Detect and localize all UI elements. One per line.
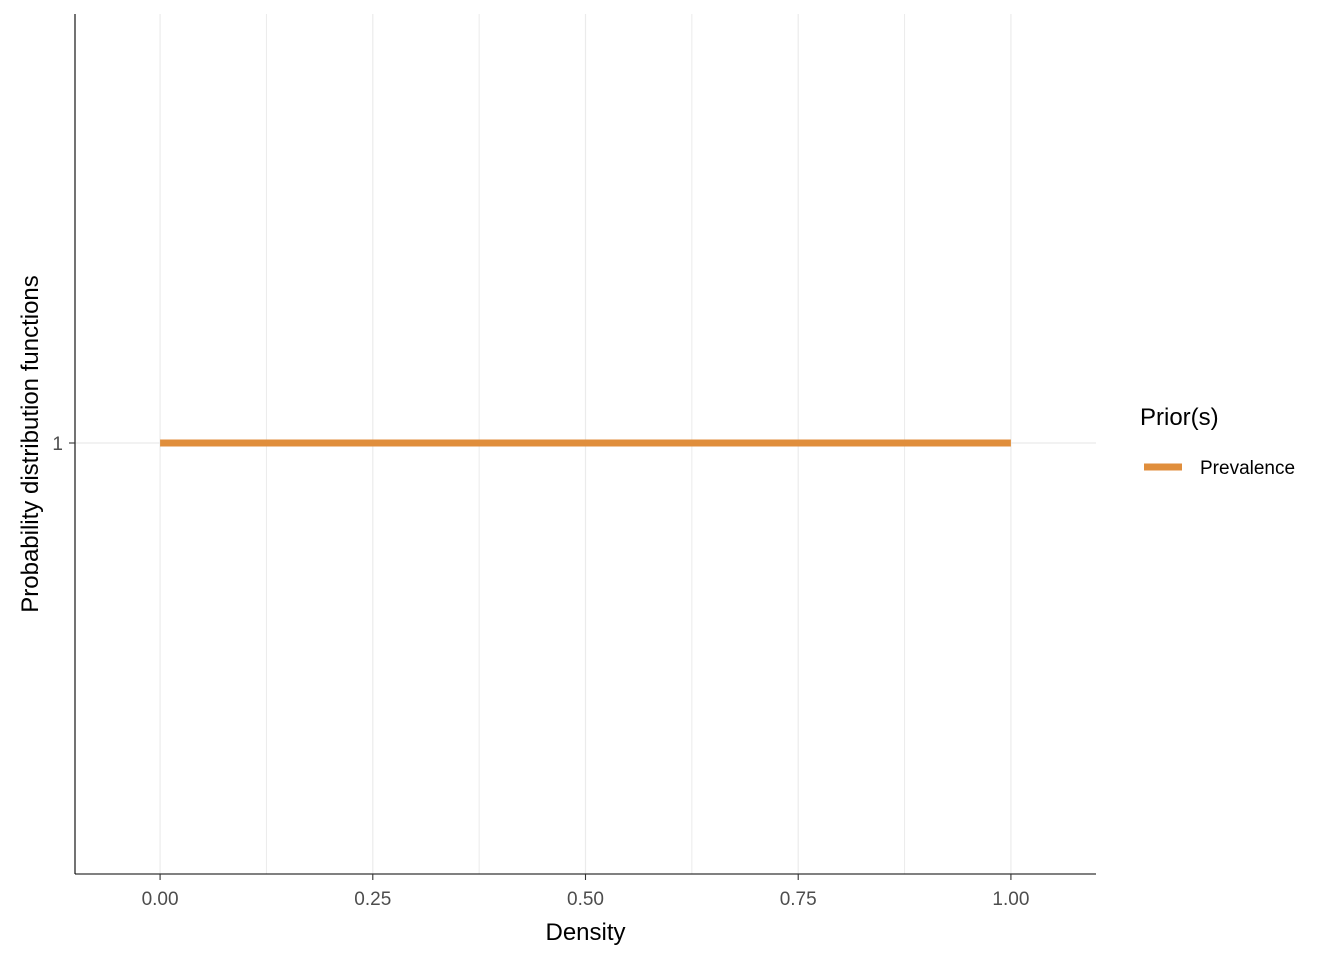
x-tick-label: 0.25 <box>354 889 391 910</box>
y-tick-label: 1 <box>52 434 63 455</box>
y-axis-title: Probability distribution functions <box>17 275 44 613</box>
x-tick-label: 0.50 <box>567 889 604 910</box>
legend: Prior(s) Prevalence <box>1140 404 1295 479</box>
tick-marks: 0.00 0.25 0.50 0.75 1.00 1 <box>52 434 1029 910</box>
legend-items: Prevalence <box>1144 458 1295 479</box>
x-tick-label: 0.00 <box>142 889 179 910</box>
x-axis-title: Density <box>545 919 625 946</box>
legend-title: Prior(s) <box>1140 404 1219 431</box>
x-tick-label: 1.00 <box>992 889 1029 910</box>
x-tick-label: 0.75 <box>780 889 817 910</box>
legend-label: Prevalence <box>1200 458 1295 479</box>
